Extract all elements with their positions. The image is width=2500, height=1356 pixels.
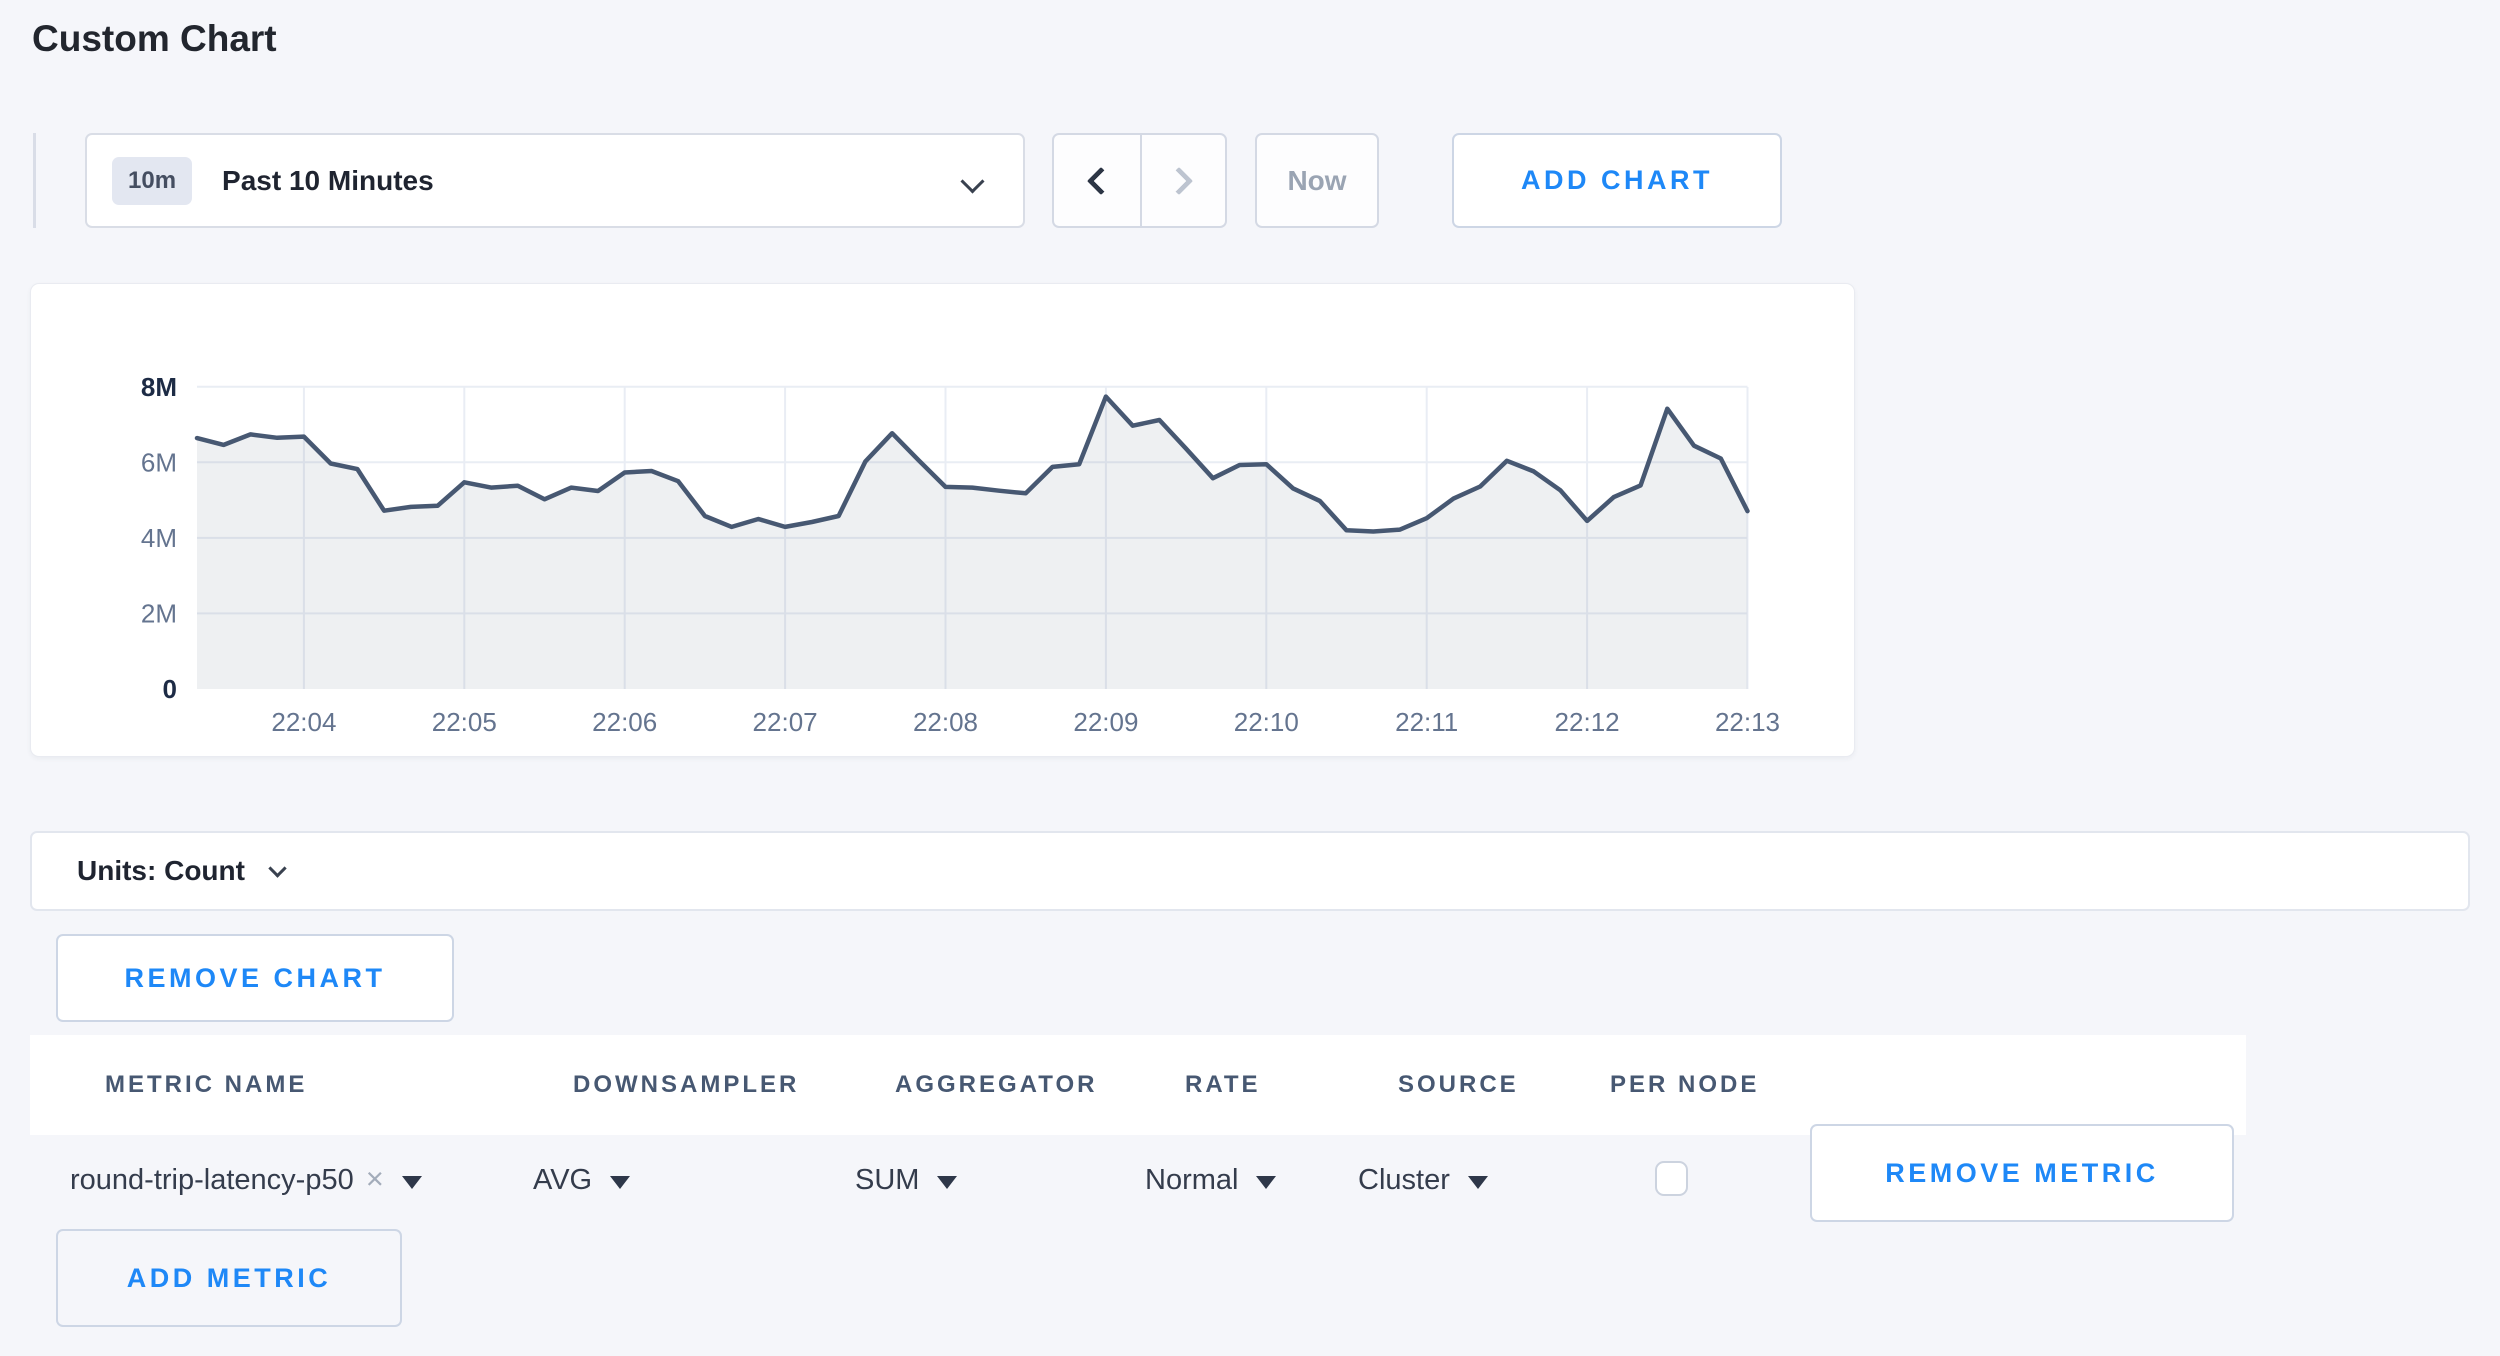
svg-text:22:10: 22:10: [1234, 707, 1299, 737]
custom-chart-card: 0 2M 4M 6M 8M 22:04 22:05 22:06 22:07 22:08 22:09 2…: [30, 283, 1855, 757]
svg-text:4M: 4M: [141, 523, 177, 553]
chevron-down-icon: [268, 858, 287, 878]
source-select[interactable]: Cluster: [1358, 1135, 1488, 1225]
page-title: Custom Chart: [32, 18, 277, 59]
chevron-left-icon: [1086, 166, 1115, 195]
add-metric-button[interactable]: ADD METRIC: [56, 1229, 402, 1327]
rate-value: Normal: [1145, 1163, 1239, 1196]
controls-row: 10m Past 10 Minutes Now ADD CHART: [0, 133, 2500, 228]
per-node-checkbox[interactable]: [1655, 1161, 1688, 1196]
svg-text:22:05: 22:05: [432, 707, 497, 737]
header-downsampler: DOWNSAMPLER: [573, 1071, 800, 1098]
header-rate: RATE: [1185, 1071, 1261, 1098]
svg-text:22:04: 22:04: [271, 707, 336, 737]
left-accent-rule: [33, 133, 36, 228]
svg-text:8M: 8M: [141, 372, 177, 402]
chevron-right-icon: [1165, 166, 1194, 195]
rate-select[interactable]: Normal: [1145, 1135, 1277, 1225]
units-label: Units: Count: [77, 855, 245, 886]
svg-text:22:07: 22:07: [753, 707, 818, 737]
svg-text:22:13: 22:13: [1715, 707, 1780, 737]
now-button[interactable]: Now: [1255, 133, 1379, 228]
downsampler-value: AVG: [533, 1163, 593, 1196]
clear-metric-icon[interactable]: ×: [365, 1161, 384, 1196]
caret-down-icon: [1467, 1175, 1488, 1189]
header-source: SOURCE: [1398, 1071, 1519, 1098]
next-time-button[interactable]: [1139, 135, 1226, 226]
svg-text:6M: 6M: [141, 447, 177, 477]
prev-time-button[interactable]: [1054, 135, 1140, 226]
svg-text:22:11: 22:11: [1395, 707, 1458, 737]
metric-row: round-trip-latency-p50 × AVG SUM Normal …: [0, 1135, 2500, 1245]
metric-table-header: METRIC NAME DOWNSAMPLER AGGREGATOR RATE …: [30, 1035, 2246, 1135]
caret-down-icon: [610, 1175, 631, 1189]
svg-text:2M: 2M: [141, 598, 177, 628]
header-aggregator: AGGREGATOR: [895, 1071, 1098, 1098]
downsampler-select[interactable]: AVG: [533, 1135, 631, 1225]
add-chart-button[interactable]: ADD CHART: [1452, 133, 1782, 228]
timescale-badge: 10m: [112, 156, 193, 205]
metric-name-select[interactable]: round-trip-latency-p50 ×: [70, 1135, 422, 1225]
custom-chart-plot: 0 2M 4M 6M 8M 22:04 22:05 22:06 22:07 22:08 22:09 2…: [141, 372, 1780, 737]
time-nav-group: [1052, 133, 1227, 228]
svg-text:22:06: 22:06: [592, 707, 657, 737]
caret-down-icon: [937, 1175, 958, 1189]
timescale-dropdown[interactable]: 10m Past 10 Minutes: [85, 133, 1025, 228]
svg-text:22:09: 22:09: [1073, 707, 1138, 737]
aggregator-select[interactable]: SUM: [855, 1135, 958, 1225]
svg-text:22:08: 22:08: [913, 707, 978, 737]
header-metric-name: METRIC NAME: [105, 1071, 308, 1098]
remove-metric-button[interactable]: REMOVE METRIC: [1810, 1124, 2234, 1222]
svg-text:0: 0: [163, 674, 177, 704]
source-value: Cluster: [1358, 1163, 1450, 1196]
metric-name-value: round-trip-latency-p50: [70, 1163, 354, 1196]
svg-text:22:12: 22:12: [1555, 707, 1620, 737]
caret-down-icon: [1256, 1175, 1277, 1189]
remove-chart-button[interactable]: REMOVE CHART: [56, 934, 454, 1022]
caret-down-icon: [401, 1175, 422, 1189]
units-dropdown[interactable]: Units: Count: [30, 831, 2470, 911]
aggregator-value: SUM: [855, 1163, 920, 1196]
chevron-down-icon: [960, 169, 985, 194]
header-per-node: PER NODE: [1610, 1071, 1760, 1098]
timescale-label: Past 10 Minutes: [222, 164, 434, 196]
